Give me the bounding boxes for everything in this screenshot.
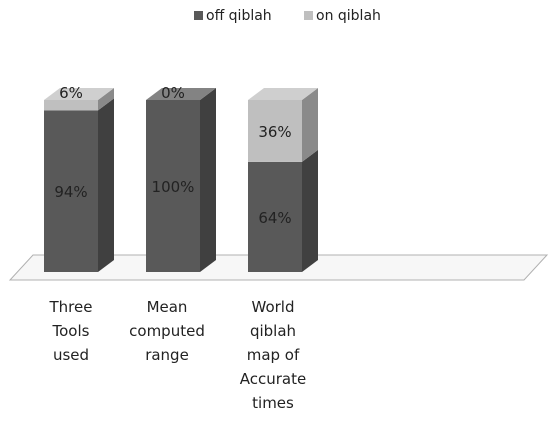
category-label-1: Three Tools used: [49, 298, 93, 364]
bar-side-3-1: [302, 149, 318, 272]
category-label-3: World qiblah map of Accurate times: [240, 298, 306, 412]
chart-legend: off qiblah on qiblah: [194, 8, 381, 24]
bar-top-3: [248, 88, 318, 100]
category-labels: Three Tools used Mean computed range World qibl…: [49, 298, 307, 412]
bar-side-1-2: [98, 88, 114, 111]
legend-swatch-1: [194, 11, 203, 20]
bar-front-3-2: [248, 100, 302, 162]
bar-top-1: [44, 88, 114, 100]
bar-group-3: 64% 36%: [248, 88, 318, 272]
legend-swatch-2: [304, 11, 313, 20]
chart-bars: 94% 6% 100% 0% 64% 36%: [44, 84, 318, 272]
bar-side-2-1: [200, 88, 216, 272]
data-label-1-1: 94%: [54, 183, 87, 201]
bar-side-3-2: [302, 88, 318, 162]
bar-group-2: 100% 0%: [146, 84, 216, 272]
legend-label-2: on qiblah: [316, 8, 381, 24]
data-label-2-2: 0%: [161, 84, 185, 102]
data-label-1-2: 6%: [59, 84, 83, 102]
data-label-2-1: 100%: [152, 178, 195, 196]
bar-front-2-1: [146, 100, 200, 272]
bar-top-2: [146, 88, 216, 100]
bar-front-1-1: [44, 110, 98, 272]
data-label-3-1: 64%: [258, 209, 291, 227]
bar-front-1-2: [44, 100, 98, 111]
bar-group-1: 94% 6%: [44, 84, 114, 272]
bar-side-1-1: [98, 98, 114, 272]
category-label-2: Mean computed range: [129, 298, 205, 364]
legend-label-1: off qiblah: [206, 8, 272, 24]
data-label-3-2: 36%: [258, 123, 291, 141]
bar-front-3-1: [248, 161, 302, 272]
